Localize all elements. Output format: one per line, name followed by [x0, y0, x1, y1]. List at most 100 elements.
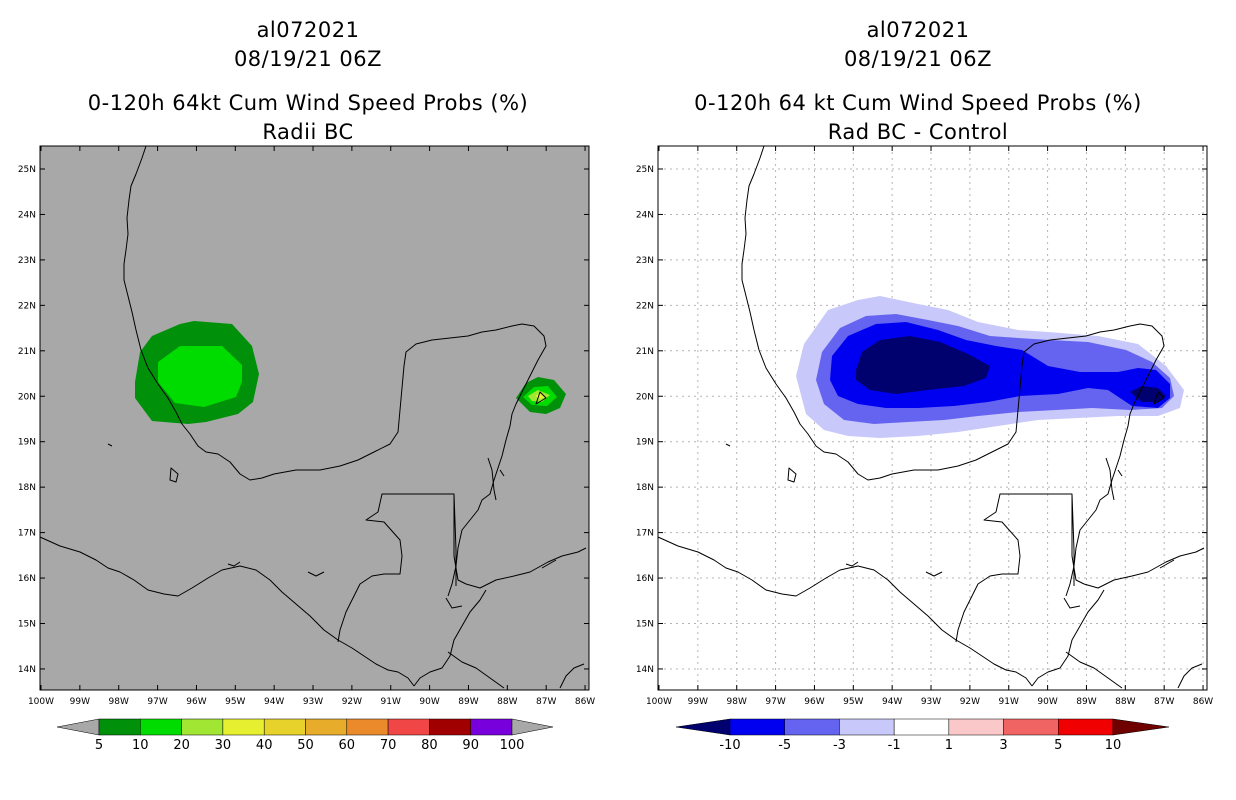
western-gulf-probability-blob	[135, 321, 259, 424]
colorbar-swatch	[305, 718, 348, 736]
lon-tick-label: 88W	[1115, 697, 1135, 707]
colorbar-swatch	[222, 718, 265, 736]
colorbar-swatch	[784, 718, 840, 736]
lat-tick-label: 17N	[636, 529, 654, 539]
storm-id-label: al072021	[866, 18, 970, 42]
lat-tick-label: 14N	[18, 665, 36, 675]
colorbar-label: 60	[339, 738, 356, 753]
lon-tick-label: 92W	[960, 697, 980, 707]
lat-tick-label: 16N	[636, 574, 654, 584]
colorbar-swatch	[839, 718, 895, 736]
colorbar-swatch	[140, 718, 182, 736]
lat-tick-label: 16N	[18, 574, 36, 584]
longitude-ticks: 100W 99W 98W 97W 96W 95W 94W 93W 92W 91W 90W 89W 88W…	[646, 146, 1213, 707]
negative-difference-plume	[796, 296, 1184, 438]
colorbar-label: 5	[95, 738, 103, 753]
lat-tick-label: 15N	[18, 620, 36, 630]
lat-tick-label: 22N	[18, 301, 36, 311]
lat-tick-label: 22N	[636, 301, 654, 311]
colorbar-left-arrow	[675, 718, 731, 736]
datetime-label: 08/19/21 06Z	[233, 47, 383, 71]
lon-tick-label: 93W	[303, 697, 323, 707]
colorbar-label: 5	[1054, 738, 1062, 753]
colorbar-label: 40	[256, 738, 273, 753]
lon-tick-label: 87W	[536, 697, 556, 707]
colorbar-swatch	[948, 718, 1004, 736]
lon-tick-label: 97W	[147, 697, 167, 707]
probability-colorbar: 5 10 20 30 40 50 60 70 80 90 100	[56, 718, 554, 753]
colorbar-left-arrow	[56, 718, 100, 736]
colorbar-right-arrow	[511, 718, 554, 736]
lon-tick-label: 95W	[225, 697, 245, 707]
lon-tick-label: 98W	[727, 697, 747, 707]
colorbar-swatch	[346, 718, 389, 736]
colorbar-swatch	[387, 718, 430, 736]
colorbar-label: 90	[462, 738, 479, 753]
lon-tick-label: 88W	[497, 697, 517, 707]
lon-tick-label: 95W	[843, 697, 863, 707]
lat-tick-label: 24N	[18, 210, 36, 220]
lat-tick-label: 25N	[636, 165, 654, 175]
lat-tick-label: 23N	[636, 256, 654, 266]
lon-tick-label: 100W	[28, 697, 54, 707]
longitude-ticks: 100W 99W 98W 97W 96W 95W 94W 93W 92W 91W 90W 89W 88W…	[28, 146, 595, 707]
datetime-label: 08/19/21 06Z	[843, 47, 993, 71]
colorbar-swatch	[1058, 718, 1114, 736]
colorbar-label: -5	[778, 738, 791, 753]
colorbar-label: -10	[719, 738, 740, 753]
colorbar-swatch	[181, 718, 224, 736]
lon-tick-label: 86W	[1193, 697, 1213, 707]
lon-tick-label: 99W	[688, 697, 708, 707]
lon-tick-label: 96W	[804, 697, 824, 707]
lon-tick-label: 91W	[381, 697, 401, 707]
lat-tick-label: 14N	[636, 665, 654, 675]
lon-tick-label: 89W	[458, 697, 478, 707]
lat-tick-label: 17N	[18, 529, 36, 539]
lon-tick-label: 89W	[1076, 697, 1096, 707]
product-subtitle: Rad BC - Control	[827, 120, 1009, 144]
lat-tick-label: 19N	[636, 438, 654, 448]
lon-tick-label: 100W	[646, 697, 672, 707]
lat-tick-label: 25N	[18, 165, 36, 175]
lat-tick-label: 21N	[636, 347, 654, 357]
colorbar-swatch	[893, 718, 950, 736]
lat-tick-label: 20N	[18, 392, 36, 402]
lat-tick-label: 21N	[18, 347, 36, 357]
lat-tick-label: 19N	[18, 438, 36, 448]
colorbar-label: 1	[945, 738, 953, 753]
latitude-ticks: 25N 24N 23N 22N 21N 20N 19N 18N 17N 16N 15N 14N	[636, 165, 1207, 675]
left-map-figure: 25N 24N 23N 22N 21N 20N 19N 18N 17N 16N 15N 14N 100…	[18, 145, 595, 753]
lon-tick-label: 93W	[921, 697, 941, 707]
lon-tick-label: 94W	[264, 697, 284, 707]
colorbar-label: -3	[833, 738, 846, 753]
colorbar-label: 100	[500, 738, 525, 753]
product-subtitle: Radii BC	[262, 120, 354, 144]
lon-tick-label: 90W	[1037, 697, 1057, 707]
lat-tick-label: 24N	[636, 210, 654, 220]
lat-tick-label: 20N	[636, 392, 654, 402]
colorbar-swatch	[1003, 718, 1059, 736]
latitude-ticks: 25N 24N 23N 22N 21N 20N 19N 18N 17N 16N 15N 14N	[18, 165, 589, 675]
colorbar-swatch	[470, 718, 513, 736]
colorbar-label: -1	[888, 738, 901, 753]
right-map-panel: al072021 08/19/21 06Z 0-120h 64 kt Cum W…	[618, 0, 1236, 800]
colorbar-label: 70	[380, 738, 397, 753]
lon-tick-label: 90W	[419, 697, 439, 707]
colorbar-right-arrow	[1112, 718, 1170, 736]
lat-tick-label: 18N	[18, 483, 36, 493]
lon-tick-label: 98W	[109, 697, 129, 707]
colorbar-swatch	[263, 718, 306, 736]
colorbar-label: 20	[173, 738, 190, 753]
lon-tick-label: 94W	[882, 697, 902, 707]
map-frame	[39, 145, 590, 691]
lon-tick-label: 97W	[765, 697, 785, 707]
right-map-figure: 25N 24N 23N 22N 21N 20N 19N 18N 17N 16N 15N 14N 100…	[636, 145, 1213, 753]
colorbar-label: 30	[215, 738, 232, 753]
lon-tick-label: 87W	[1154, 697, 1174, 707]
colorbar-label: 10	[1105, 738, 1122, 753]
left-map-panel: al072021 08/19/21 06Z 0-120h 64kt Cum Wi…	[18, 18, 595, 753]
colorbar-label: 50	[297, 738, 314, 753]
difference-colorbar: -10 -5 -3 -1 1 3 5 10	[675, 718, 1170, 753]
colorbar-label: 10	[132, 738, 149, 753]
colorbar-swatch	[98, 718, 141, 736]
